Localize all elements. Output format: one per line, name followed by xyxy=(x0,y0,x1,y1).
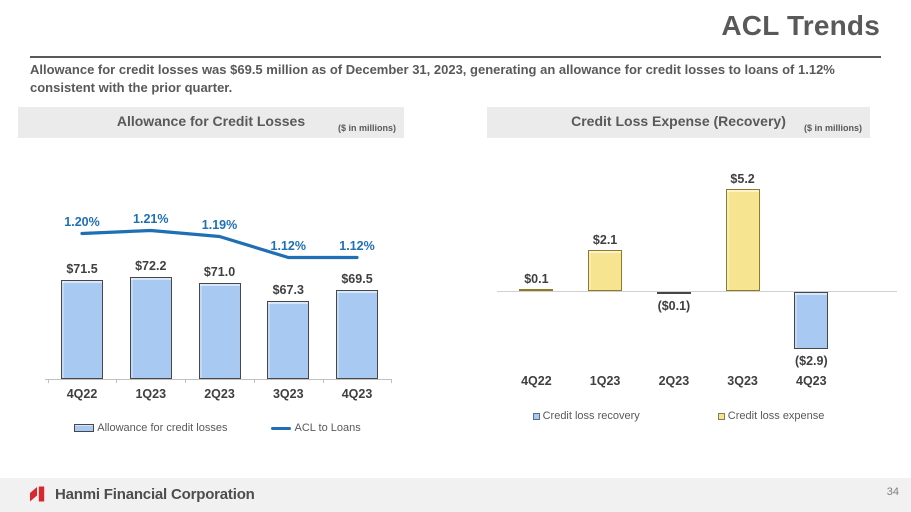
cle-chart-header: Credit Loss Expense (Recovery) ($ in mil… xyxy=(487,107,870,138)
page-title: ACL Trends xyxy=(721,10,880,41)
legend-item-acl-to-loans: ACL to Loans xyxy=(271,422,361,434)
cle-bar-4Q22 xyxy=(519,289,554,292)
acl-axis-tick xyxy=(253,379,255,383)
page-number: 34 xyxy=(886,486,899,498)
cle-chart-title: Credit Loss Expense (Recovery) xyxy=(571,113,786,129)
legend-label-acl-to-loans: ACL to Loans xyxy=(294,422,361,434)
bar-series-swatch xyxy=(74,424,95,432)
legend-label-allowance: Allowance for credit losses xyxy=(97,422,228,434)
acl-axis-tick xyxy=(391,379,393,383)
recovery-series-swatch xyxy=(532,412,540,420)
acl-units-note: ($ in millions) xyxy=(337,123,396,133)
line-series-swatch xyxy=(271,426,292,430)
acl-line-value-2Q23: 1.19% xyxy=(201,217,238,232)
cle-plot-area: $0.1 4Q22 $2.1 1Q23 ($0.1) 2Q23 $5.2 3Q23 ($2.9)… xyxy=(487,150,907,410)
cle-category-4Q23: 4Q23 xyxy=(796,374,827,388)
acl-category-2Q23: 2Q23 xyxy=(204,387,235,401)
title-divider xyxy=(30,56,881,58)
acl-bar-4Q23 xyxy=(336,290,378,379)
cle-units-note: ($ in millions) xyxy=(803,123,862,133)
cle-zero-axis xyxy=(497,291,897,292)
cle-bar-2Q23 xyxy=(656,292,691,294)
brand-lockup: Hanmi Financial Corporation xyxy=(27,483,255,505)
cle-bar-1Q23 xyxy=(588,249,623,291)
acl-bar-2Q23 xyxy=(198,282,241,379)
footer-bar: Hanmi Financial Corporation 34 xyxy=(0,478,911,512)
legend-label-recovery: Credit loss recovery xyxy=(542,410,640,422)
acl-category-3Q23: 3Q23 xyxy=(272,387,304,401)
acl-bar-value-4Q22: $71.5 xyxy=(66,262,98,276)
acl-bar-value-1Q23: $72.2 xyxy=(135,258,167,273)
cle-category-1Q23: 1Q23 xyxy=(589,374,621,388)
cle-category-2Q23: 2Q23 xyxy=(658,374,690,388)
cle-category-3Q23: 3Q23 xyxy=(727,374,758,388)
legend-label-expense: Credit loss expense xyxy=(727,410,825,422)
acl-line-value-3Q23: 1.12% xyxy=(270,238,306,253)
acl-axis-tick xyxy=(47,379,49,383)
acl-plot-area: $71.5 4Q22 $72.2 1Q23 $71.0 2Q23 $67.3 3Q23 $69.… xyxy=(30,150,405,410)
acl-category-1Q23: 1Q23 xyxy=(135,387,167,401)
acl-category-4Q22: 4Q22 xyxy=(66,387,98,401)
acl-line-value-4Q22: 1.20% xyxy=(64,214,100,229)
cle-bar-4Q23 xyxy=(794,292,829,349)
acl-line-value-4Q23: 1.12% xyxy=(339,238,375,253)
acl-bar-3Q23 xyxy=(267,301,310,379)
cle-category-4Q22: 4Q22 xyxy=(521,374,552,388)
cle-bar-value-4Q23: ($2.9) xyxy=(794,353,828,368)
acl-axis-tick xyxy=(322,379,324,383)
acl-line-value-1Q23: 1.21% xyxy=(133,211,169,226)
cle-bar-value-1Q23: $2.1 xyxy=(592,232,618,247)
cle-bar-3Q23 xyxy=(725,189,760,291)
intro-text: Allowance for credit losses was $69.5 mi… xyxy=(30,62,835,95)
cle-bar-value-4Q22: $0.1 xyxy=(524,272,549,287)
acl-bar-value-3Q23: $67.3 xyxy=(272,283,304,297)
cle-legend: Credit loss recovery Credit loss expense xyxy=(487,410,870,422)
acl-bar-value-4Q23: $69.5 xyxy=(341,272,373,286)
acl-legend: Allowance for credit losses ACL to Loans xyxy=(30,422,405,434)
acl-chart-header: Allowance for Credit Losses ($ in millio… xyxy=(18,107,404,138)
acl-category-4Q23: 4Q23 xyxy=(341,387,373,401)
acl-bar-1Q23 xyxy=(129,276,172,379)
expense-series-swatch xyxy=(717,412,725,420)
acl-chart-title: Allowance for Credit Losses xyxy=(116,113,306,129)
acl-axis-tick xyxy=(185,379,187,383)
acl-x-axis xyxy=(45,379,392,380)
brand-name: Hanmi Financial Corporation xyxy=(55,485,255,503)
acl-axis-tick xyxy=(116,379,118,383)
cle-bar-value-2Q23: ($0.1) xyxy=(657,298,691,313)
legend-item-expense: Credit loss expense xyxy=(717,410,825,422)
legend-item-recovery: Credit loss recovery xyxy=(532,410,640,422)
cle-bar-value-3Q23: $5.2 xyxy=(730,172,755,187)
legend-item-allowance: Allowance for credit losses xyxy=(74,422,227,434)
acl-bar-value-2Q23: $71.0 xyxy=(203,264,236,279)
acl-bar-4Q22 xyxy=(61,280,103,379)
hanmi-logo-icon xyxy=(30,486,45,502)
